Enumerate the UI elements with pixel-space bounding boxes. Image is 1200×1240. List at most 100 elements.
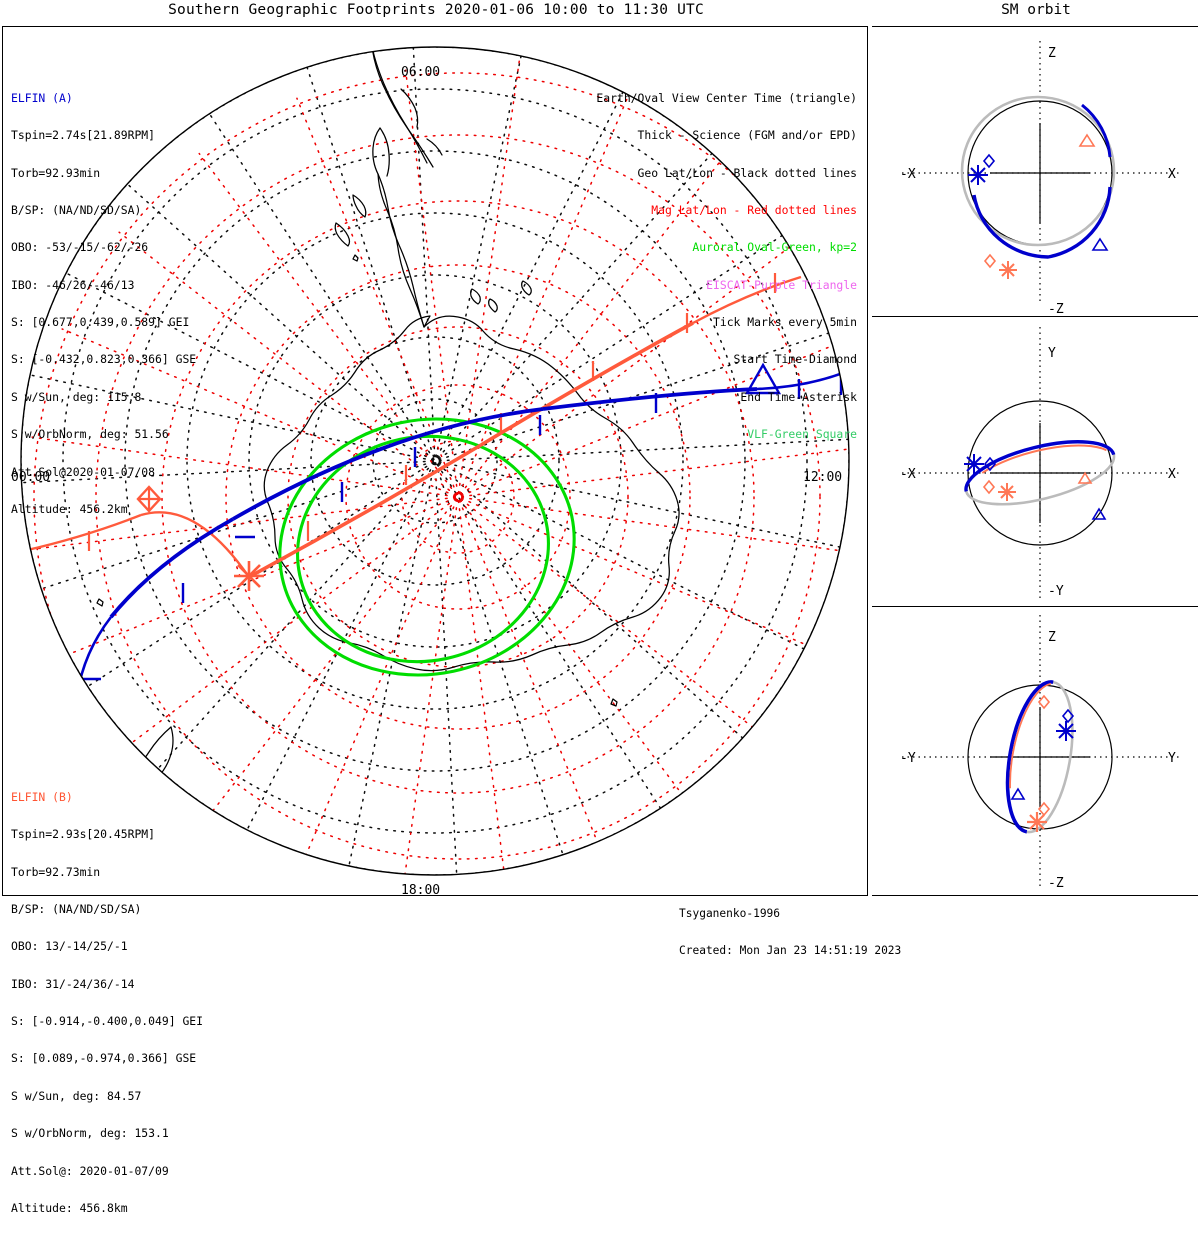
elfin-b-end-asterisk (234, 561, 264, 591)
credit-block: Tsyganenko-1996 Created: Mon Jan 23 14:5… (679, 883, 901, 982)
mlt-label-bottom: 18:00 (401, 883, 441, 898)
sm-yz-marker-asterisk-red (1027, 812, 1047, 832)
sm-xz-marker-asterisk-red (999, 261, 1017, 279)
mlt-label-right: 12:00 (803, 470, 843, 485)
sm-yz-marker-diamond-red-top (1037, 694, 1051, 710)
sm-yz-axes (902, 615, 1182, 889)
geo-lat-grid (21, 47, 849, 875)
elfin-b-line-4: IBO: 31/-24/36/-14 (11, 976, 135, 991)
sm-xy-marker-diamond-red (982, 479, 996, 495)
sm-xy-label-left: -X (900, 467, 916, 482)
mlt-label-left: 00:00 (11, 470, 51, 485)
sm-panel-xz: Z -Z -X X (872, 26, 1198, 317)
sm-xz-label-down: -Z (1048, 302, 1064, 317)
elfin-a-line-4: IBO: -46/26/-46/13 (11, 277, 135, 292)
legend-item-8: End Time-Asterisk (740, 389, 857, 404)
legend-item-4: Auroral Oval-Green, kp=2 (692, 240, 857, 255)
sm-xz-orbit-gray (960, 95, 1116, 247)
elfin-a-line-8: S w/OrbNorm, deg: 51.56 (11, 427, 169, 442)
elfin-a-line-3: OBO: -53/-15/-62/-26 (11, 240, 149, 255)
elfin-b-info: ELFIN (B) Tspin=2.93s[20.45RPM] Torb=92.… (11, 766, 203, 1239)
sm-xz-axis-cross (990, 123, 1090, 223)
sm-xz-marker-diamond-blue (982, 153, 996, 169)
sm-xz-canvas: Z -Z -X X (900, 41, 1182, 317)
mag-lon-grid (30, 60, 849, 875)
sm-xy-label-up: Y (1048, 346, 1056, 361)
sm-xy-marker-triangle-blue (1091, 507, 1107, 520)
elfin-b-name: ELFIN (B) (11, 789, 73, 804)
elfin-a-line-1: Torb=92.93min (11, 165, 101, 180)
legend-item-5: EISCAT-Purple Triangle (706, 277, 857, 292)
elfin-a-line-7: S w/Sun, deg: 115.8 (11, 389, 142, 404)
elfin-b-line-5: S: [-0.914,-0.400,0.049] GEI (11, 1014, 204, 1029)
elfin-a-line-2: B/SP: (NA/ND/SD/SA) (11, 202, 142, 217)
sm-xz-marker-asterisk-blue (968, 165, 988, 185)
legend-item-3: Mag Lat/Lon - Red dotted lines (651, 202, 857, 217)
sm-xz-label-up: Z (1048, 46, 1056, 61)
sm-xy-orbit-blue (964, 440, 1116, 492)
sm-xz-marker-triangle-blue (1091, 237, 1109, 251)
sm-yz-label-right: Y (1168, 751, 1176, 766)
elfin-b-line-7: S w/Sun, deg: 84.57 (11, 1088, 142, 1103)
elfin-a-line-6: S: [-0.432,0.823,0.366] GSE (11, 352, 197, 367)
sm-xz-label-left: -X (900, 167, 916, 182)
sm-xz-marker-triangle-red (1078, 133, 1096, 147)
auroral-oval (278, 417, 576, 677)
elfin-a-line-9: Att.Sol@2020-01-07/08 (11, 464, 156, 479)
sm-xy-canvas: Y -Y -X X (900, 327, 1182, 601)
sm-orbit-title: SM orbit (1001, 2, 1071, 18)
elfin-b-line-3: OBO: 13/-14/25/-1 (11, 939, 128, 954)
map-disk-boundary (20, 46, 850, 876)
elfin-a-center-triangle (744, 362, 782, 395)
elfin-a-line-0: Tspin=2.74s[21.89RPM] (11, 128, 156, 143)
elfin-a-line-10: Altitude: 456.2km (11, 501, 128, 516)
sm-yz-label-left: -Y (900, 751, 916, 766)
geo-lon-grid (21, 47, 849, 875)
model-name: Tsyganenko-1996 (679, 906, 781, 920)
created-stamp: Created: Mon Jan 23 14:51:19 2023 (679, 944, 902, 958)
sm-yz-axis-cross (990, 707, 1090, 807)
elfin-b-line-0: Tspin=2.93s[20.45RPM] (11, 827, 156, 842)
sm-yz-marker-triangle-blue (1010, 787, 1026, 800)
sm-xy-axes (902, 327, 1182, 601)
elfin-b-line-9: Att.Sol@: 2020-01-07/09 (11, 1163, 169, 1178)
elfin-b-line-6: S: [0.089,-0.974,0.366] GSE (11, 1051, 197, 1066)
legend-item-2: Geo Lat/Lon - Black dotted lines (637, 165, 857, 180)
sm-yz-label-down: -Z (1048, 876, 1064, 891)
sm-panel-yz: Z -Z -Y Y (872, 606, 1198, 896)
sm-xy-marker-asterisk-red (998, 483, 1016, 501)
sm-xy-label-right: X (1168, 467, 1176, 482)
sm-xz-marker-diamond-red (983, 253, 997, 269)
sm-yz-label-up: Z (1048, 630, 1056, 645)
sm-yz-marker-diamond-blue (1061, 708, 1075, 724)
legend-item-1: Thick - Science (FGM and/or EPD) (637, 128, 857, 143)
legend-item-6: Tick Marks every 5min (712, 315, 857, 330)
elfin-b-markers (87, 273, 777, 591)
elfin-a-track (73, 371, 844, 718)
sm-xz-orbit-blue (972, 186, 1112, 259)
sm-panel-xy: Y -Y -X X (872, 316, 1198, 606)
sm-xz-label-right: X (1168, 167, 1176, 182)
elfin-b-line-8: S w/OrbNorm, deg: 153.1 (11, 1126, 169, 1141)
legend-item-9: VLF-Green Square (747, 427, 857, 442)
elfin-b-line-10: Altitude: 456.8km (11, 1200, 128, 1215)
sm-yz-orbit-blue (1005, 680, 1054, 834)
map-legend: Earth/Oval View Center Time (triangle) T… (596, 67, 857, 466)
elfin-a-info: ELFIN (A) Tspin=2.74s[21.89RPM] Torb=92.… (11, 67, 196, 540)
sm-yz-canvas: Z -Z -Y Y (900, 615, 1182, 891)
sm-xy-marker-diamond-blue (983, 456, 997, 472)
legend-item-7: Start Time-Diamond (733, 352, 857, 367)
polar-map-canvas (20, 46, 850, 876)
polar-map-panel: 06:00 18:00 00:00 12:00 ELFIN (A) Tspin=… (2, 26, 901, 1214)
sm-xy-orbit-red (981, 444, 1107, 474)
sm-yz-marker-asterisk-blue (1056, 721, 1076, 741)
figure-title: Southern Geographic Footprints 2020-01-0… (168, 2, 704, 18)
sm-xz-orbit-blue2 (1081, 103, 1112, 158)
elfin-b-line-2: B/SP: (NA/ND/SD/SA) (11, 901, 142, 916)
sm-orbit-column: Z -Z -X X (872, 26, 1198, 896)
sm-xy-marker-asterisk-blue (964, 454, 984, 474)
elfin-b-start-diamond (136, 485, 162, 513)
elfin-a-name: ELFIN (A) (11, 90, 73, 105)
mlt-label-top: 06:00 (401, 65, 441, 80)
sm-xy-label-down: -Y (1048, 584, 1064, 599)
